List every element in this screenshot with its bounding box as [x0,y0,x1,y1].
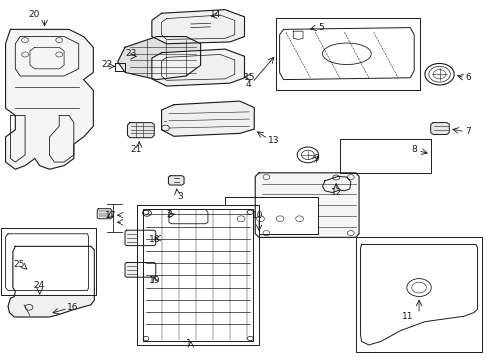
Text: 14: 14 [209,10,221,19]
Text: 24: 24 [33,281,44,290]
Polygon shape [8,246,94,317]
Text: 18: 18 [148,235,160,244]
Text: 9: 9 [313,154,319,163]
Text: 10: 10 [252,211,264,220]
Polygon shape [161,101,254,136]
Text: 11: 11 [401,312,413,321]
Text: 8: 8 [410,145,416,154]
Polygon shape [97,209,112,219]
Text: 12: 12 [330,188,341,197]
Polygon shape [255,173,358,237]
Polygon shape [152,49,244,86]
Text: 5: 5 [318,23,324,32]
Polygon shape [125,262,156,277]
Polygon shape [168,210,207,224]
Text: 2: 2 [166,210,171,219]
Bar [339,139,430,173]
Polygon shape [322,176,350,193]
Text: 19: 19 [148,276,160,285]
Polygon shape [152,10,244,44]
Text: 4: 4 [245,81,251,90]
Text: 16: 16 [67,303,79,312]
Bar [276,18,419,90]
Text: 20: 20 [28,10,40,19]
Bar [355,237,482,352]
Polygon shape [168,176,183,185]
Text: 21: 21 [130,145,142,154]
Bar [137,205,259,345]
Polygon shape [125,230,156,246]
Text: 6: 6 [464,73,470,82]
Polygon shape [118,37,200,80]
Text: 15: 15 [243,73,255,82]
Polygon shape [5,30,93,169]
Text: 25: 25 [14,260,25,269]
Text: 3: 3 [177,192,183,201]
Polygon shape [279,28,413,80]
Polygon shape [5,234,88,291]
Bar [224,197,317,234]
Text: 22: 22 [101,60,112,69]
Polygon shape [127,123,154,138]
Polygon shape [430,123,448,134]
Polygon shape [360,244,477,345]
Text: 17: 17 [104,211,116,220]
Text: 13: 13 [267,136,279,145]
Bar [0,228,96,295]
Text: 23: 23 [125,49,137,58]
Text: 1: 1 [185,339,191,348]
Text: 7: 7 [464,127,470,136]
